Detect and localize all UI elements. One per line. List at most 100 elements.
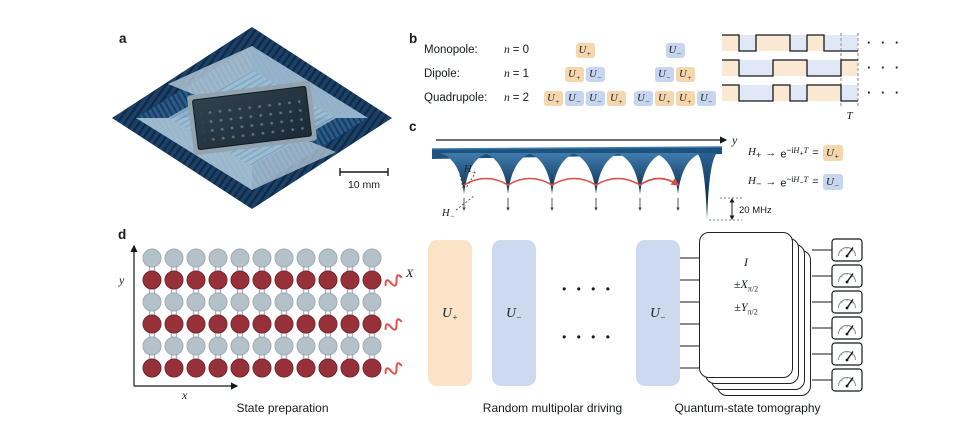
ellipsis-row: • • • • (562, 282, 610, 296)
x-pulse-wave (384, 274, 403, 287)
row-order: n = 2 (504, 92, 530, 104)
meter-body (831, 316, 863, 340)
ellipsis: · · · (867, 35, 902, 50)
qubit-red (252, 270, 272, 290)
qubit-gray (142, 336, 162, 356)
readout-meters (812, 238, 863, 392)
device-photo: 10 mm (112, 27, 392, 209)
qubit-gray (274, 336, 294, 356)
u-minus-block: U− (492, 240, 536, 386)
qubit-gray (208, 248, 228, 268)
row-order: n = 0 (504, 44, 530, 56)
x-gate-label: X (405, 266, 414, 280)
qubit-gray (252, 292, 272, 312)
u-minus-shade (824, 35, 841, 51)
meter-body (831, 290, 863, 314)
row-name: Dipole: (424, 68, 460, 80)
meter-needle (846, 299, 854, 309)
meter-5 (812, 368, 863, 392)
u-pulse-box: U+ (544, 90, 563, 106)
qubit-gray (142, 292, 162, 312)
panel-label-b: b (409, 31, 418, 46)
qubit-gray (296, 292, 316, 312)
caption-quantum-state-tomography: Quantum-state tomography (674, 401, 821, 415)
u-minus-shade (739, 85, 756, 101)
qubit-gray (164, 248, 184, 268)
qubit-red (164, 270, 184, 290)
square-wave (722, 34, 858, 52)
u-pulse-box: U− (565, 90, 584, 106)
qubit-red (230, 314, 250, 334)
u-pulse-box: U+ (676, 66, 695, 82)
u-pulse-box: U− (697, 90, 716, 106)
meter-needle (846, 247, 854, 257)
pulse-group: U− (630, 42, 720, 58)
u-pulse-box: U− (586, 66, 605, 82)
pulse-group: U+ U− U− U+ (540, 90, 630, 106)
qubit-red (252, 358, 272, 378)
u-minus-shade (756, 85, 773, 101)
u-minus-shade (807, 60, 824, 76)
period-label: T (846, 110, 853, 122)
qubit-red (142, 270, 162, 290)
x-pulse-wave (384, 362, 403, 375)
row-name: Monopole: (424, 44, 478, 56)
h-minus-pointer (455, 195, 475, 211)
u-plus-shade (722, 35, 739, 51)
tomo-basis-y: ±Yπ/2 (734, 300, 758, 317)
square-wave (722, 59, 858, 77)
qubit-red (252, 314, 272, 334)
waveform-row-1: · · · (722, 59, 899, 77)
qubit-red (164, 358, 184, 378)
qubit-red (164, 314, 184, 334)
qubit-gray (230, 336, 250, 356)
meter-2 (812, 290, 863, 314)
pulse-group: U− U+ U+ U− (630, 90, 720, 106)
arrow: → (765, 147, 777, 159)
qubit-red (142, 314, 162, 334)
u-minus-shade (841, 35, 858, 51)
qubit-red (362, 358, 382, 378)
u-plus-shade (722, 60, 739, 76)
y-axis-label: y (118, 273, 125, 287)
qubit-gray (164, 336, 184, 356)
h-plus-pointer (459, 174, 475, 189)
u-minus-shade (790, 85, 807, 101)
pulse-group: U+ (540, 42, 630, 58)
meter-4 (812, 342, 863, 366)
sequence-ellipsis: • • • • • • • • (546, 240, 626, 386)
u-pulse-box: U+ (655, 90, 674, 106)
meter-body (831, 264, 863, 288)
qubit-gray (208, 292, 228, 312)
lattice-potential: y H+ H− (431, 133, 772, 221)
qubit-gray (230, 248, 250, 268)
u-plus-block: U+ (428, 240, 472, 386)
u-pulse-box: U− (655, 66, 674, 82)
qubit-gray (362, 336, 382, 356)
qubit-gray (340, 292, 360, 312)
meter-body (831, 368, 863, 392)
qubit-gray (340, 248, 360, 268)
arrow: → (765, 176, 777, 188)
tomography-card-front: I ±Xπ/2 ±Yπ/2 (699, 232, 793, 378)
depth-label: 20 MHz (739, 205, 772, 216)
u-minus-shade (739, 35, 756, 51)
x-pulse-wave (384, 318, 403, 331)
u-plus-shade (841, 60, 858, 76)
qubit-gray (362, 248, 382, 268)
pulse-group: U+ U− (540, 66, 630, 82)
qubit-gray (296, 336, 316, 356)
qubit-red (208, 270, 228, 290)
surface-highlight (431, 146, 723, 150)
meter-0 (812, 238, 863, 262)
u-plus-shade (807, 35, 824, 51)
qubit-red (274, 314, 294, 334)
equation-h-minus: H− → e−iH−T = U− (748, 171, 843, 193)
u-plus-shade (824, 85, 841, 101)
u-minus-block: U− (636, 240, 680, 386)
u-plus-shade (773, 85, 790, 101)
caption-random-multipolar-driving: Random multipolar driving (482, 401, 623, 415)
x-axis-label: x (181, 388, 188, 402)
u-plus-shade (807, 85, 824, 101)
